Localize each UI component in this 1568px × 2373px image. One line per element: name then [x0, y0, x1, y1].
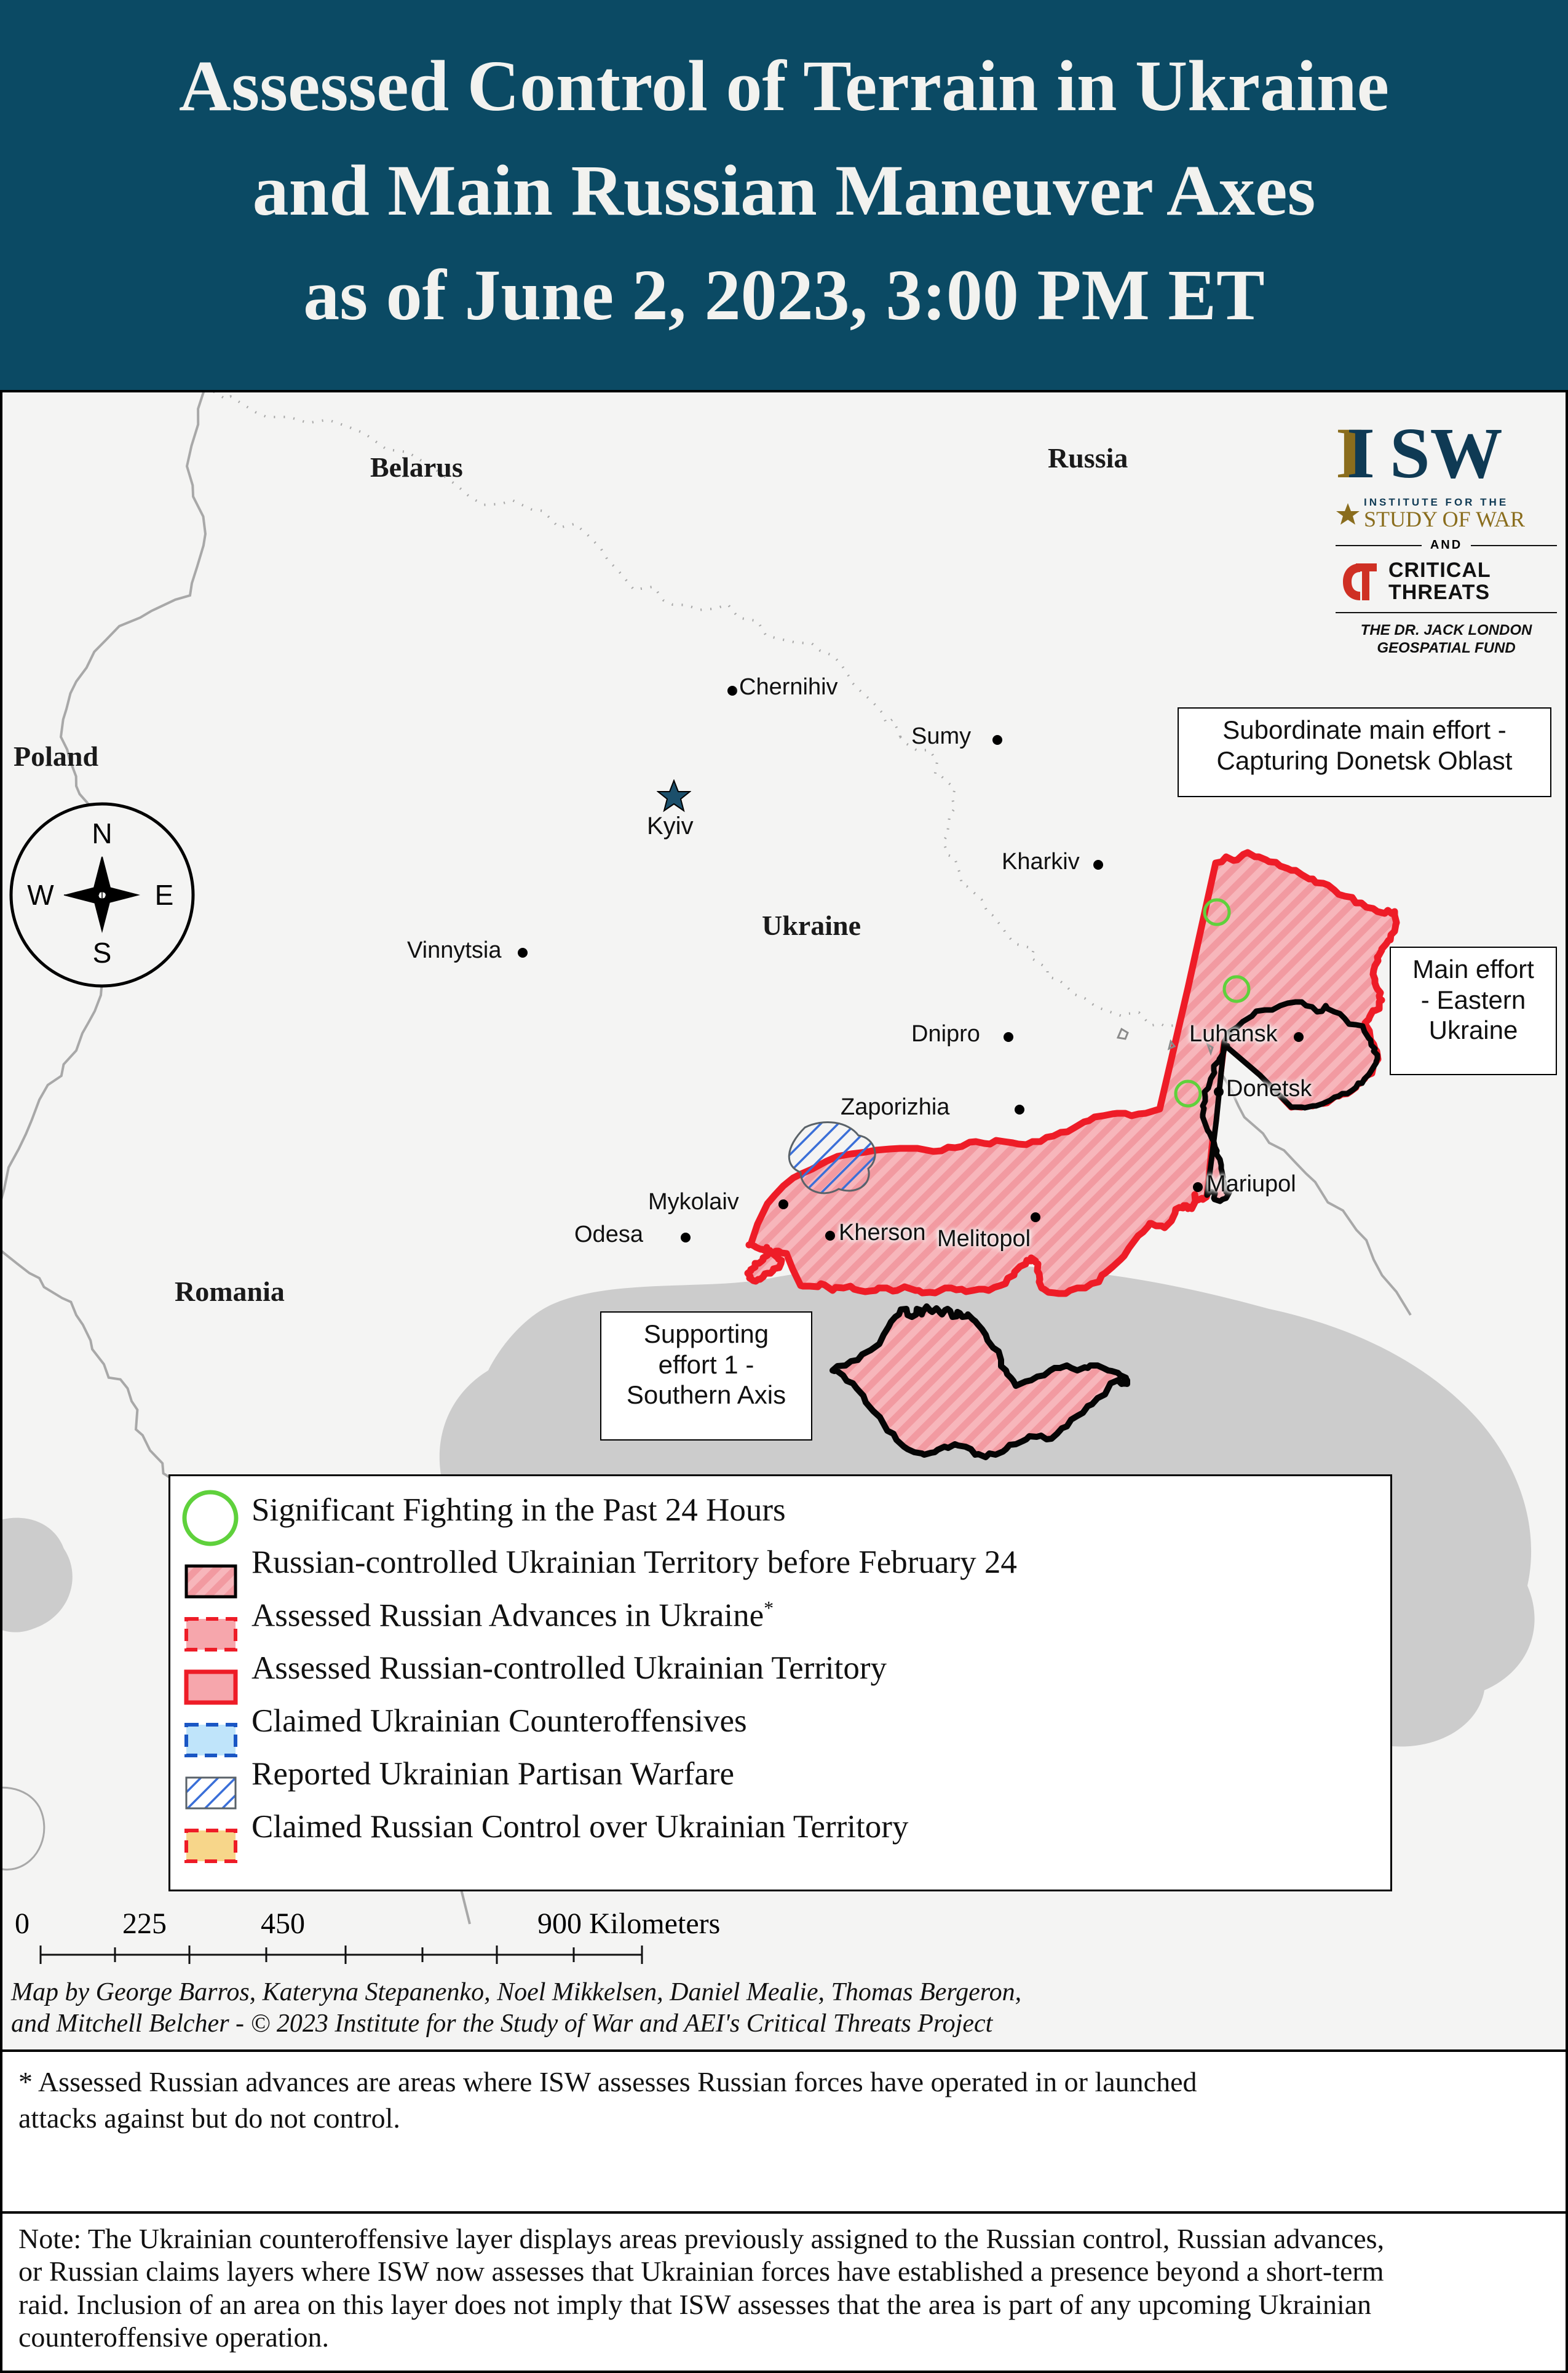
- svg-text:SW: SW: [1390, 413, 1503, 493]
- svg-text:N: N: [92, 817, 112, 849]
- svg-text:S: S: [93, 937, 112, 969]
- svg-text:E: E: [155, 879, 174, 911]
- svg-text:W: W: [27, 879, 54, 911]
- svg-text:I: I: [1347, 413, 1375, 493]
